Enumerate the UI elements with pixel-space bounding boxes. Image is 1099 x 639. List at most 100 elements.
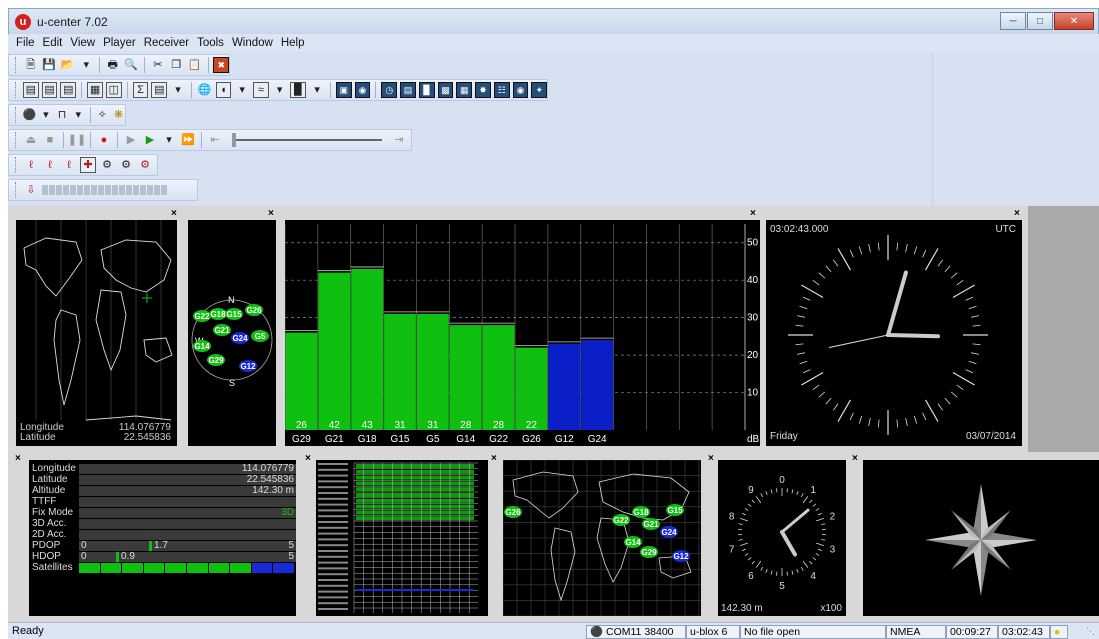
fast-forward-icon[interactable]: ⏩ bbox=[181, 133, 195, 146]
binary-console-icon[interactable]: ◫ bbox=[105, 82, 122, 98]
dropdown-arrow-icon[interactable]: ▾ bbox=[43, 108, 49, 121]
packet-console-icon[interactable]: ▦ bbox=[87, 82, 103, 98]
menu-player[interactable]: Player bbox=[103, 37, 136, 49]
autobaud-icon[interactable]: ✧ bbox=[97, 108, 107, 121]
delete-icon[interactable]: ✖ bbox=[213, 57, 230, 73]
dial-number: 6 bbox=[748, 571, 754, 582]
close-table-button[interactable]: × bbox=[305, 453, 311, 464]
open-folder-icon[interactable]: 📂 bbox=[60, 58, 75, 71]
doc-view-icon[interactable]: ▤ bbox=[22, 82, 39, 98]
stop-icon[interactable]: ■ bbox=[46, 133, 54, 146]
title-bar: u u-center 7.02 ─ □ ✕ bbox=[8, 8, 1099, 34]
copy-icon[interactable]: ❐ bbox=[171, 58, 182, 71]
chart-view-icon[interactable]: ≈ bbox=[253, 82, 269, 98]
status-port[interactable]: ⚫ COM11 38400 bbox=[586, 625, 686, 639]
cut-icon[interactable]: ✂ bbox=[153, 58, 163, 71]
satellite-marker bbox=[193, 310, 211, 322]
camera-view-icon[interactable]: ▣ bbox=[335, 82, 352, 98]
clock-view-icon[interactable]: ◷ bbox=[381, 82, 398, 98]
views-toolbar: ▤ ▤ ▤ ▦ ◫ Σ ▤ ▾ 🌐 ◖ ▾ ≈ ▾ ▉ ▾ ▣ ◉ ◷ ▤ ▉ … bbox=[8, 79, 548, 101]
close-world-button[interactable]: × bbox=[491, 453, 497, 464]
print-icon[interactable]: 🖶 bbox=[107, 58, 118, 71]
close-sky-view-button[interactable]: × bbox=[268, 208, 274, 219]
globe-icon[interactable]: 🌐 bbox=[197, 83, 212, 96]
doc-view2-icon[interactable]: ▤ bbox=[41, 82, 58, 98]
table-row-label bbox=[318, 608, 348, 610]
close-button[interactable]: ✕ bbox=[1054, 12, 1094, 30]
close-altimeter-button[interactable]: × bbox=[708, 453, 714, 464]
histogram-view-icon[interactable]: ▉ bbox=[290, 82, 307, 98]
play-icon[interactable]: ▶ bbox=[145, 133, 155, 146]
save-icon[interactable]: 💾 bbox=[42, 58, 57, 71]
table-row-label bbox=[318, 509, 348, 512]
menu-edit[interactable]: Edit bbox=[42, 37, 63, 49]
close-world-map-button[interactable]: × bbox=[171, 208, 177, 219]
satellite-marker bbox=[672, 550, 690, 562]
dial-tick bbox=[765, 569, 768, 574]
compass-rose-icon[interactable]: ✦ bbox=[531, 82, 548, 98]
playback-slider[interactable] bbox=[232, 133, 382, 147]
menu-tools[interactable]: Tools bbox=[197, 37, 224, 49]
data-view-icon[interactable]: ▤ bbox=[400, 82, 416, 98]
close-data-button[interactable]: × bbox=[15, 453, 21, 464]
debug-icon[interactable]: ❋ bbox=[113, 108, 124, 121]
dropdown-arrow-icon[interactable]: ▾ bbox=[83, 58, 89, 71]
hot-start-icon[interactable]: ℓ bbox=[29, 158, 33, 171]
menu-file[interactable]: File bbox=[16, 37, 35, 49]
messages-view-icon[interactable]: Σ bbox=[132, 82, 149, 98]
dropdown-arrow-icon[interactable]: ▾ bbox=[175, 83, 181, 96]
gear-icon[interactable]: ⚙ bbox=[102, 158, 112, 171]
clock-day: Friday bbox=[770, 431, 798, 442]
record-icon[interactable]: ● bbox=[100, 133, 108, 146]
satellite-marker bbox=[624, 536, 642, 548]
satellite-label: G14 bbox=[625, 538, 641, 547]
close-signal-button[interactable]: × bbox=[750, 208, 756, 219]
map-view-icon[interactable]: ◖ bbox=[215, 82, 232, 98]
menu-view[interactable]: View bbox=[70, 37, 96, 49]
new-file-icon[interactable]: 🗎 bbox=[26, 58, 36, 71]
gear3-icon[interactable]: ⚙ bbox=[140, 158, 150, 171]
sky-view-icon[interactable]: ✸ bbox=[475, 82, 491, 98]
deviation-view-icon[interactable]: ▩ bbox=[437, 82, 454, 98]
speedo-view-icon[interactable]: ◉ bbox=[512, 82, 529, 98]
print-preview-icon[interactable]: 🔍 bbox=[124, 58, 139, 71]
baudrate-icon[interactable]: ⊓ bbox=[57, 108, 67, 121]
menu-help[interactable]: Help bbox=[280, 37, 305, 49]
clock-tick bbox=[818, 272, 826, 279]
close-clock-button[interactable]: × bbox=[1014, 208, 1020, 219]
gear2-icon[interactable]: ⚙ bbox=[121, 158, 131, 171]
slider-thumb[interactable] bbox=[232, 133, 236, 147]
rewind-start-icon[interactable]: ⇤ bbox=[210, 133, 220, 146]
reset-icon[interactable]: ✚ bbox=[80, 157, 96, 173]
menu-window[interactable]: Window bbox=[231, 37, 273, 49]
table-view-icon[interactable]: ▦ bbox=[456, 82, 473, 98]
compass-view-icon[interactable]: ◉ bbox=[354, 82, 371, 98]
dropdown-arrow-icon[interactable]: ▾ bbox=[239, 83, 245, 96]
clock-tick bbox=[971, 315, 980, 318]
dropdown-arrow-icon[interactable]: ▾ bbox=[166, 133, 172, 146]
doc-view3-icon[interactable]: ▤ bbox=[60, 82, 77, 98]
paste-icon[interactable]: 📋 bbox=[187, 58, 202, 71]
dropdown-arrow-icon[interactable]: ▾ bbox=[276, 83, 283, 96]
step-icon[interactable]: ▶ bbox=[126, 133, 136, 146]
download-icon[interactable]: ⇩ bbox=[26, 183, 36, 196]
statistics-view-icon[interactable]: ▤ bbox=[151, 82, 168, 98]
hdop-min: 0 bbox=[81, 550, 87, 562]
skip-end-icon[interactable]: ⇥ bbox=[394, 133, 404, 146]
clock-tick bbox=[796, 315, 805, 318]
eject-icon[interactable]: ⏏ bbox=[25, 133, 37, 146]
pause-icon[interactable]: ❚❚ bbox=[67, 133, 87, 146]
signal-view-icon[interactable]: ▉ bbox=[418, 82, 435, 98]
resize-grip-icon[interactable]: ⋱ bbox=[1086, 626, 1095, 636]
close-compass-button[interactable]: × bbox=[852, 453, 858, 464]
world-view-icon[interactable]: ☷ bbox=[493, 82, 510, 98]
warm-start-icon[interactable]: ℓ bbox=[48, 158, 52, 171]
dropdown-arrow-icon[interactable]: ▾ bbox=[75, 108, 82, 121]
bar-value-label: 31 bbox=[394, 420, 406, 431]
minimize-button[interactable]: ─ bbox=[1000, 12, 1026, 30]
menu-receiver[interactable]: Receiver bbox=[143, 37, 190, 49]
connection-icon[interactable]: ⚫ bbox=[22, 108, 37, 121]
cold-start-icon[interactable]: ℓ bbox=[67, 158, 71, 171]
maximize-button[interactable]: □ bbox=[1027, 12, 1053, 30]
dropdown-arrow-icon[interactable]: ▾ bbox=[314, 83, 320, 96]
